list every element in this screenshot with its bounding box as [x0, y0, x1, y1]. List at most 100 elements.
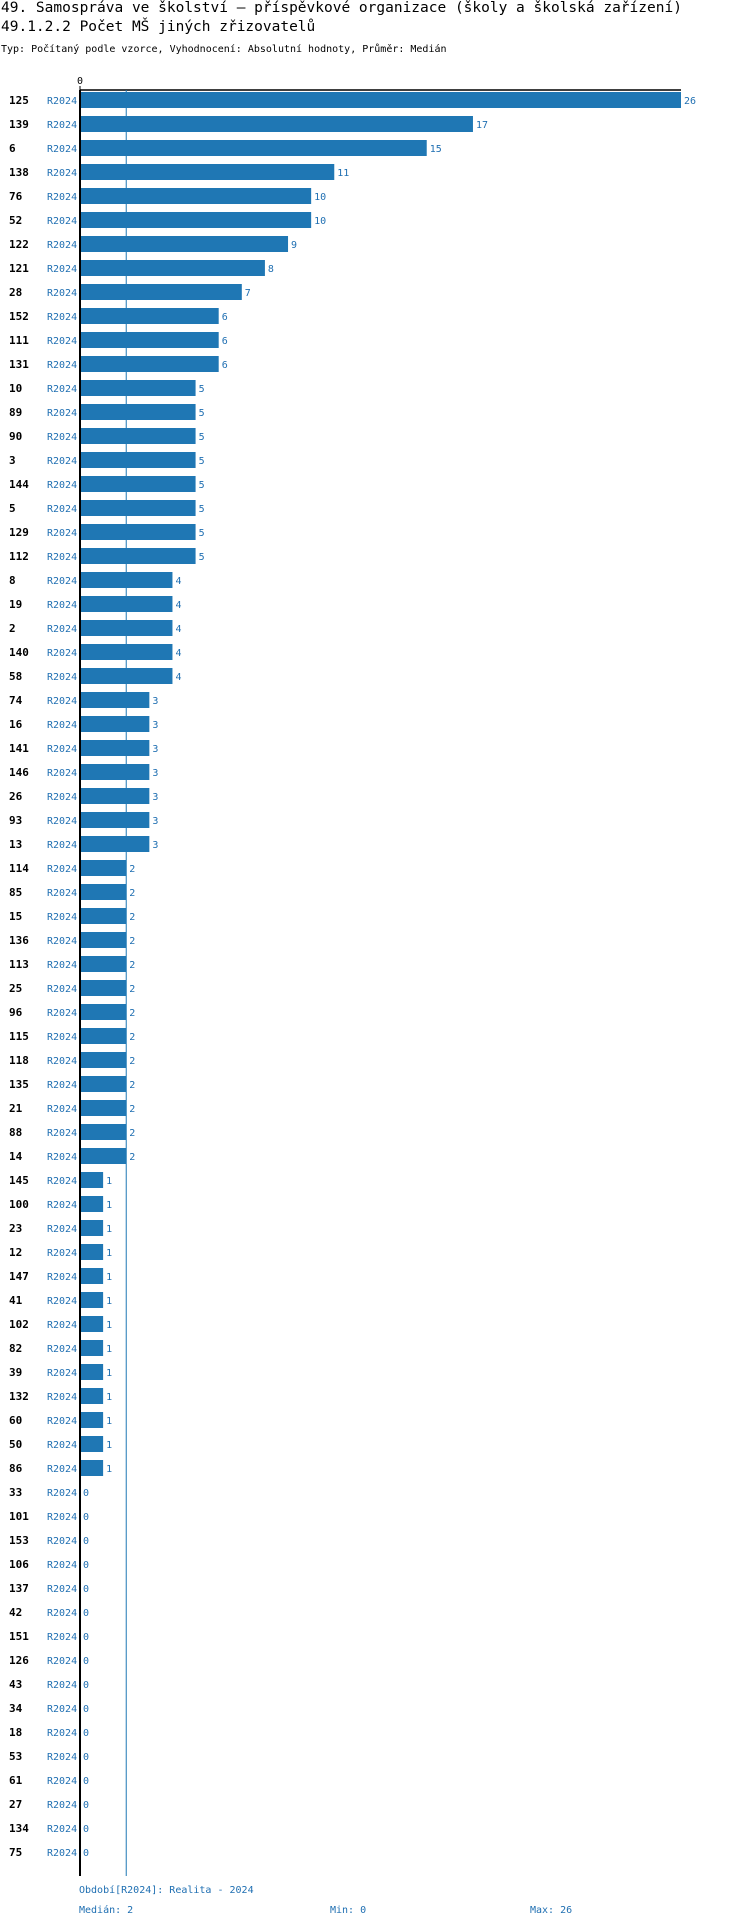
series-label: R2024 [47, 504, 77, 515]
bar [80, 692, 150, 708]
bar [80, 932, 127, 948]
value-label: 3 [152, 792, 158, 803]
category-label: 34 [9, 1702, 23, 1715]
series-label: R2024 [47, 744, 77, 755]
value-label: 2 [129, 1056, 135, 1067]
series-label: R2024 [47, 1488, 77, 1499]
category-label: 152 [9, 310, 29, 323]
bar [80, 836, 150, 852]
value-label: 0 [83, 1656, 89, 1667]
series-label: R2024 [47, 600, 77, 611]
bar [80, 884, 127, 900]
series-label: R2024 [47, 1008, 77, 1019]
value-label: 1 [106, 1296, 112, 1307]
series-label: R2024 [47, 216, 77, 227]
category-label: 145 [9, 1174, 29, 1187]
series-label: R2024 [47, 984, 77, 995]
bar [80, 380, 196, 396]
value-label: 0 [83, 1752, 89, 1763]
bar [80, 956, 127, 972]
value-label: 1 [106, 1248, 112, 1259]
value-label: 11 [337, 168, 349, 179]
category-label: 93 [9, 814, 22, 827]
series-label: R2024 [47, 1200, 77, 1211]
bar [80, 1076, 127, 1092]
category-label: 3 [9, 454, 16, 467]
series-label: R2024 [47, 648, 77, 659]
value-label: 0 [83, 1728, 89, 1739]
value-label: 2 [129, 1080, 135, 1091]
category-label: 14 [9, 1150, 23, 1163]
bar [80, 1220, 104, 1236]
category-label: 8 [9, 574, 16, 587]
value-label: 0 [83, 1512, 89, 1523]
bar [80, 284, 242, 300]
category-label: 76 [9, 190, 23, 203]
category-label: 100 [9, 1198, 29, 1211]
category-label: 15 [9, 910, 22, 923]
series-label: R2024 [47, 1248, 77, 1259]
bar [80, 1436, 104, 1452]
series-label: R2024 [47, 456, 77, 467]
series-label: R2024 [47, 1632, 77, 1643]
category-label: 5 [9, 502, 16, 515]
value-label: 2 [129, 1128, 135, 1139]
series-label: R2024 [47, 1320, 77, 1331]
category-label: 138 [9, 166, 29, 179]
value-label: 2 [129, 936, 135, 947]
category-label: 102 [9, 1318, 29, 1331]
category-label: 153 [9, 1534, 29, 1547]
value-label: 4 [175, 600, 181, 611]
bar [80, 908, 127, 924]
value-label: 17 [476, 120, 488, 131]
series-label: R2024 [47, 168, 77, 179]
category-label: 23 [9, 1222, 22, 1235]
value-label: 26 [684, 96, 696, 107]
value-label: 3 [152, 720, 158, 731]
series-label: R2024 [47, 528, 77, 539]
value-label: 5 [199, 432, 205, 443]
bar [80, 1388, 104, 1404]
series-label: R2024 [47, 1440, 77, 1451]
value-label: 0 [83, 1584, 89, 1595]
category-label: 113 [9, 958, 29, 971]
series-label: R2024 [47, 1536, 77, 1547]
bar [80, 1268, 104, 1284]
bar [80, 140, 427, 156]
bar [80, 356, 219, 372]
bar [80, 740, 150, 756]
bar [80, 1364, 104, 1380]
value-label: 1 [106, 1200, 112, 1211]
value-label: 2 [129, 864, 135, 875]
category-label: 88 [9, 1126, 22, 1139]
series-label: R2024 [47, 288, 77, 299]
value-label: 8 [268, 264, 274, 275]
value-label: 3 [152, 816, 158, 827]
value-label: 5 [199, 384, 205, 395]
category-label: 75 [9, 1846, 22, 1859]
value-label: 3 [152, 768, 158, 779]
category-label: 33 [9, 1486, 22, 1499]
series-label: R2024 [47, 552, 77, 563]
series-label: R2024 [47, 336, 77, 347]
category-label: 26 [9, 790, 23, 803]
bar [80, 1460, 104, 1476]
category-label: 60 [9, 1414, 22, 1427]
bar [80, 716, 150, 732]
category-label: 147 [9, 1270, 29, 1283]
bar [80, 452, 196, 468]
bar [80, 596, 173, 612]
value-label: 5 [199, 504, 205, 515]
category-label: 129 [9, 526, 29, 539]
bar [80, 260, 265, 276]
value-label: 0 [83, 1824, 89, 1835]
value-label: 7 [245, 288, 251, 299]
series-label: R2024 [47, 264, 77, 275]
category-label: 121 [9, 262, 29, 275]
value-label: 0 [83, 1536, 89, 1547]
value-label: 3 [152, 744, 158, 755]
series-label: R2024 [47, 1104, 77, 1115]
bar [80, 476, 196, 492]
value-label: 4 [175, 624, 181, 635]
bar [80, 1004, 127, 1020]
